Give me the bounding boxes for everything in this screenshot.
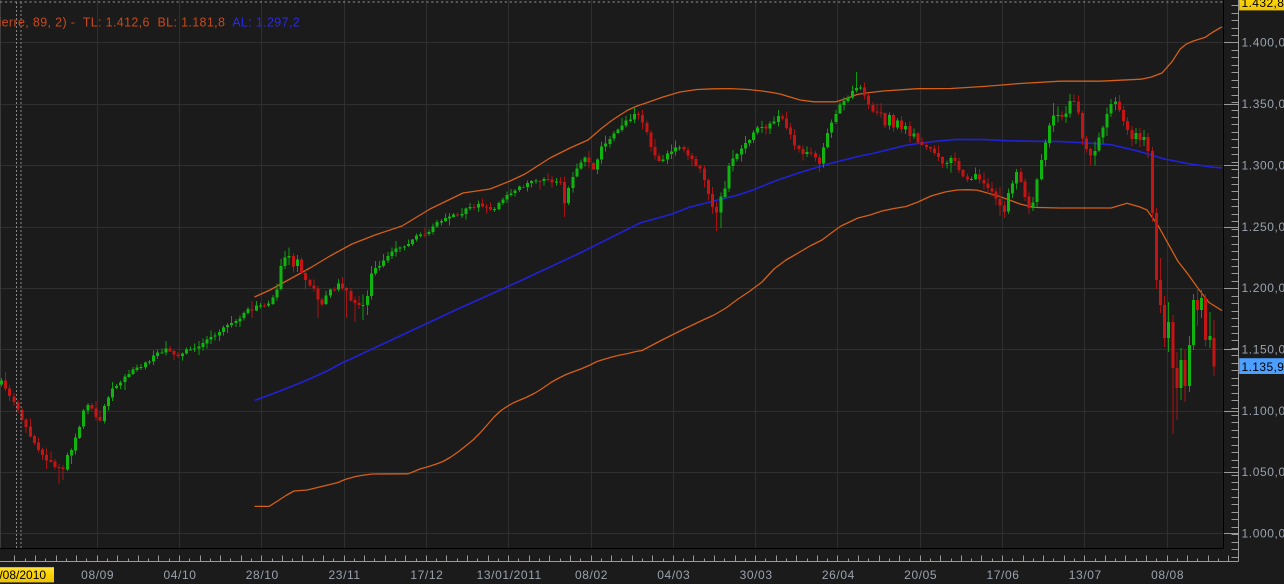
svg-text:1.432,8: 1.432,8 (1242, 0, 1284, 10)
svg-text:30/03: 30/03 (740, 568, 773, 582)
svg-text:04/03: 04/03 (657, 568, 690, 582)
svg-text:1.150,0: 1.150,0 (1242, 343, 1284, 357)
svg-text:ierre, 89, 2) - TL: 1.412,6: ierre, 89, 2) - TL: 1.412,6 BL: 1.181,8 … (0, 16, 300, 30)
svg-text:17/12: 17/12 (410, 568, 443, 582)
svg-text:1.250,0: 1.250,0 (1242, 220, 1284, 234)
svg-text:08/09: 08/09 (81, 568, 114, 582)
svg-text:1.350,0: 1.350,0 (1242, 97, 1284, 111)
svg-text:13/01/2011: 13/01/2011 (477, 568, 542, 582)
svg-text:26/04: 26/04 (822, 568, 855, 582)
svg-text:23/11: 23/11 (329, 568, 361, 582)
svg-text:28/10: 28/10 (246, 568, 279, 582)
svg-text:1.135,9: 1.135,9 (1242, 360, 1284, 374)
svg-text:1.050,0: 1.050,0 (1242, 465, 1284, 479)
svg-text:20/05: 20/05 (904, 568, 937, 582)
svg-text:1.100,0: 1.100,0 (1242, 404, 1284, 418)
svg-text:1.200,0: 1.200,0 (1242, 281, 1284, 295)
svg-text:16/08/2010: 16/08/2010 (0, 568, 46, 582)
svg-text:08/08: 08/08 (1151, 568, 1184, 582)
svg-text:1.000,0: 1.000,0 (1242, 527, 1284, 541)
svg-text:08/02: 08/02 (575, 568, 608, 582)
svg-text:1.300,0: 1.300,0 (1242, 158, 1284, 172)
svg-text:04/10: 04/10 (163, 568, 196, 582)
svg-text:17/06: 17/06 (986, 568, 1019, 582)
svg-text:13/07: 13/07 (1069, 568, 1102, 582)
svg-text:1.400,0: 1.400,0 (1242, 36, 1284, 50)
